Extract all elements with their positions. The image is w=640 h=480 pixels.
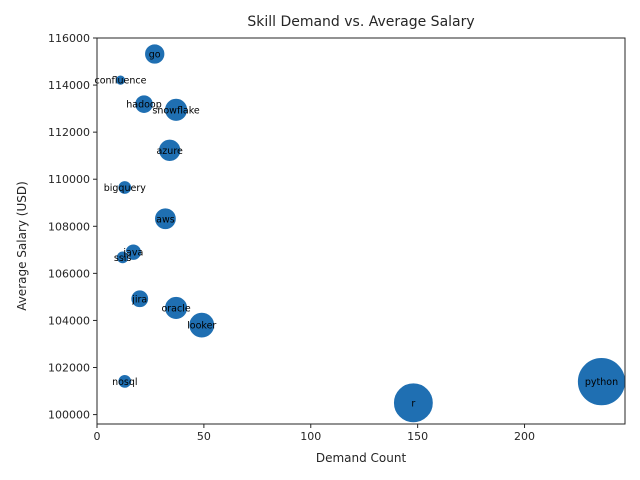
point-label-azure: azure: [156, 146, 183, 157]
data-point-go: [144, 43, 166, 65]
x-tick-label: 100: [300, 430, 321, 443]
point-label-bigquery: bigquery: [104, 183, 147, 194]
data-point-r: [393, 382, 434, 424]
y-tick-label: 100000: [48, 409, 90, 422]
point-label-confluence: confluence: [95, 76, 147, 87]
x-tick-label: 150: [407, 430, 428, 443]
point-label-r: r: [411, 398, 415, 409]
point-label-nosql: nosql: [112, 377, 137, 388]
data-point-aws: [154, 207, 177, 230]
data-point-confluence: [115, 74, 126, 86]
x-tick-label: 50: [197, 430, 211, 443]
x-axis-label: Demand Count: [316, 451, 407, 465]
x-tick-label: 200: [514, 430, 535, 443]
y-tick-label: 116000: [48, 32, 90, 45]
data-point-azure: [158, 138, 182, 162]
point-label-aws: aws: [156, 214, 175, 225]
y-axis-label: Average Salary (USD): [15, 181, 29, 311]
data-point-nosql: [117, 374, 132, 389]
point-label-java: java: [122, 248, 143, 259]
y-tick-label: 108000: [48, 220, 90, 233]
point-label-go: go: [149, 50, 161, 61]
y-tick-label: 106000: [48, 267, 90, 280]
chart-title: Skill Demand vs. Average Salary: [247, 14, 474, 30]
y-axis: 100000 102000 104000 106000 108000 110000 1120…: [48, 32, 97, 422]
data-point-hadoop: [134, 94, 154, 114]
point-label-jira: jira: [131, 294, 147, 305]
plot-frame: [96, 37, 626, 425]
data-point-ssis: [115, 250, 130, 265]
point-label-python: python: [585, 377, 618, 388]
x-tick-label: 0: [94, 430, 101, 443]
data-point-snowflake: [164, 97, 188, 122]
y-tick-label: 110000: [48, 173, 90, 186]
data-point-bigquery: [117, 180, 132, 195]
point-label-looker: looker: [187, 321, 216, 332]
point-label-oracle: oracle: [161, 303, 190, 314]
x-axis: 0 50 100 150 200: [94, 424, 535, 443]
data-point-jira: [130, 289, 149, 308]
point-label-ssis: ssis: [114, 253, 132, 264]
data-point-looker: [188, 311, 215, 339]
point-label-hadoop: hadoop: [126, 100, 162, 111]
y-tick-label: 104000: [48, 314, 90, 327]
data-point-oracle: [164, 296, 188, 320]
y-tick-label: 102000: [48, 362, 90, 375]
y-tick-label: 112000: [48, 126, 90, 139]
y-tick-label: 114000: [48, 79, 90, 92]
point-label-snowflake: snowflake: [152, 105, 200, 116]
